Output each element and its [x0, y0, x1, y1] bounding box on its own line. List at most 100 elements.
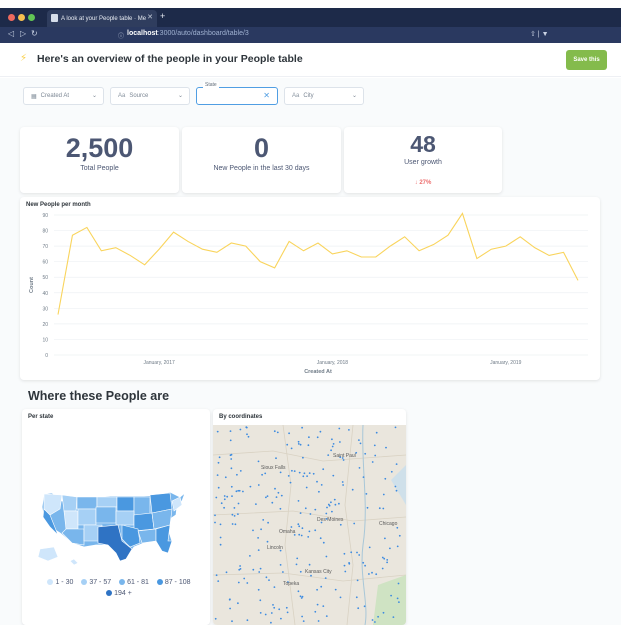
- state-shape[interactable]: [61, 528, 85, 546]
- map-pin[interactable]: [233, 515, 236, 517]
- map-pin[interactable]: [364, 564, 366, 567]
- kpi-user-growth[interactable]: 48 User growth ↓ 27%: [344, 127, 502, 193]
- map-pin[interactable]: [247, 435, 250, 438]
- map-pin[interactable]: [290, 447, 293, 450]
- map-pin[interactable]: [275, 496, 278, 498]
- map-pin[interactable]: [258, 571, 261, 573]
- map-pin[interactable]: [375, 431, 378, 434]
- map-pin[interactable]: [396, 526, 399, 529]
- state-shape[interactable]: [77, 508, 97, 526]
- map-pin[interactable]: [368, 573, 370, 575]
- map-pin[interactable]: [316, 480, 318, 483]
- map-pin[interactable]: [268, 579, 270, 581]
- map-pin[interactable]: [239, 470, 242, 472]
- map-pin[interactable]: [265, 576, 268, 579]
- map-pin[interactable]: [219, 523, 222, 526]
- map-pin[interactable]: [319, 430, 322, 433]
- map-pin[interactable]: [214, 514, 216, 517]
- state-shape-texas[interactable]: [97, 524, 133, 562]
- kpi-new-people[interactable]: 0 New People in the last 30 days: [182, 127, 341, 193]
- map-pin[interactable]: [301, 595, 304, 598]
- map-pin[interactable]: [279, 507, 282, 510]
- state-shape[interactable]: [116, 496, 135, 512]
- state-shape-alaska[interactable]: [37, 546, 59, 562]
- map-pin[interactable]: [316, 603, 319, 606]
- map-pin[interactable]: [331, 445, 334, 448]
- map-pin[interactable]: [355, 451, 358, 454]
- filter-created-at[interactable]: ▦ Created At ⌄: [23, 87, 104, 105]
- map-pin[interactable]: [255, 503, 257, 505]
- map-pin[interactable]: [217, 486, 220, 489]
- map-pin[interactable]: [239, 428, 242, 431]
- map-pin[interactable]: [257, 549, 260, 551]
- map-pin[interactable]: [392, 616, 395, 618]
- map-pin[interactable]: [320, 585, 323, 588]
- pin-map[interactable]: Saint Paul Sioux Falls Des Moines Omaha …: [213, 425, 406, 625]
- map-pin[interactable]: [314, 610, 317, 613]
- map-pin[interactable]: [326, 506, 328, 509]
- map-pin[interactable]: [300, 534, 303, 537]
- map-pin[interactable]: [395, 463, 398, 465]
- map-pin[interactable]: [279, 471, 282, 474]
- map-pin[interactable]: [214, 521, 216, 524]
- back-icon[interactable]: ◁: [8, 29, 15, 38]
- map-pin[interactable]: [301, 426, 303, 429]
- map-pin[interactable]: [396, 545, 399, 548]
- state-shape[interactable]: [95, 506, 117, 524]
- map-pin[interactable]: [282, 571, 284, 573]
- map-pin[interactable]: [314, 529, 317, 532]
- map-pin[interactable]: [305, 486, 308, 489]
- map-pin[interactable]: [390, 594, 392, 597]
- map-pin[interactable]: [374, 621, 376, 623]
- map-pin[interactable]: [216, 430, 219, 433]
- map-pin[interactable]: [325, 555, 328, 558]
- map-pin[interactable]: [310, 574, 312, 577]
- map-pin[interactable]: [229, 454, 232, 457]
- map-pin[interactable]: [217, 461, 220, 464]
- map-pin[interactable]: [342, 484, 344, 486]
- map-pin[interactable]: [348, 562, 350, 564]
- map-pin[interactable]: [306, 475, 308, 477]
- map-pin[interactable]: [325, 512, 328, 515]
- map-pin[interactable]: [386, 559, 389, 561]
- map-pin[interactable]: [394, 426, 397, 429]
- map-pin[interactable]: [219, 543, 222, 546]
- map-pin[interactable]: [215, 574, 218, 577]
- map-pin[interactable]: [325, 518, 328, 520]
- map-pin[interactable]: [229, 430, 232, 432]
- map-pin[interactable]: [320, 484, 323, 486]
- save-button[interactable]: Save this: [566, 50, 607, 70]
- map-pin[interactable]: [286, 443, 289, 446]
- map-pin[interactable]: [331, 510, 333, 513]
- reload-icon[interactable]: ↻: [31, 29, 38, 38]
- map-pin[interactable]: [231, 523, 234, 525]
- map-pin[interactable]: [259, 599, 262, 602]
- map-pin[interactable]: [216, 474, 219, 476]
- map-pin[interactable]: [353, 522, 356, 525]
- map-pin[interactable]: [267, 521, 269, 524]
- map-pin[interactable]: [285, 606, 288, 609]
- map-pin[interactable]: [308, 436, 310, 439]
- map-pin[interactable]: [298, 533, 301, 536]
- map-pin[interactable]: [322, 541, 325, 544]
- map-pin[interactable]: [289, 481, 292, 484]
- map-pin[interactable]: [398, 534, 401, 537]
- map-pin[interactable]: [290, 526, 293, 528]
- map-pin[interactable]: [225, 571, 228, 574]
- map-pin[interactable]: [246, 582, 249, 584]
- map-pin[interactable]: [273, 606, 276, 609]
- map-pin[interactable]: [359, 442, 362, 445]
- map-pin[interactable]: [368, 546, 371, 549]
- map-pin[interactable]: [297, 590, 300, 593]
- map-pin[interactable]: [302, 456, 304, 459]
- map-pin[interactable]: [316, 588, 318, 591]
- map-pin[interactable]: [338, 427, 341, 430]
- map-pin[interactable]: [333, 498, 336, 501]
- map-pin[interactable]: [229, 439, 232, 442]
- map-pin[interactable]: [383, 557, 386, 560]
- site-info-icon[interactable]: ⓘ: [118, 34, 125, 40]
- map-pin[interactable]: [237, 581, 240, 584]
- address-bar[interactable]: localhost:3000/auto/dashboard/table/3: [127, 30, 249, 37]
- map-pin[interactable]: [312, 472, 315, 475]
- map-pin[interactable]: [316, 436, 319, 439]
